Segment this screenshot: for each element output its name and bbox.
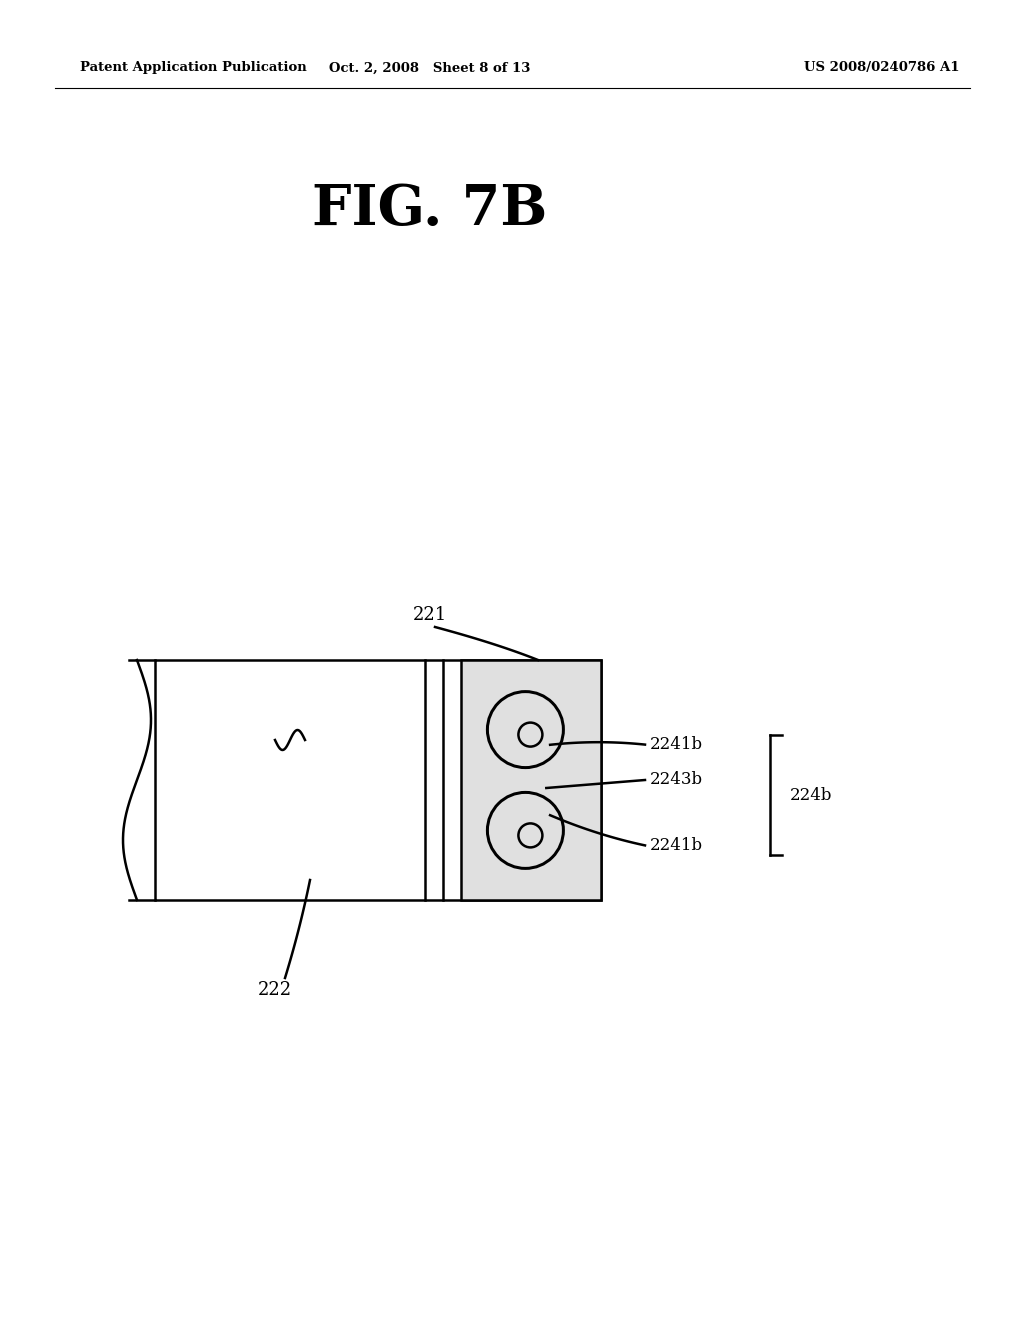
Bar	[461, 660, 601, 900]
Text: 2243b: 2243b	[650, 771, 703, 788]
Text: Patent Application Publication: Patent Application Publication	[80, 62, 307, 74]
Text: 221: 221	[413, 606, 447, 624]
Text: 224b: 224b	[790, 787, 833, 804]
Text: 222: 222	[258, 981, 292, 999]
Text: Oct. 2, 2008   Sheet 8 of 13: Oct. 2, 2008 Sheet 8 of 13	[330, 62, 530, 74]
Bar	[155, 660, 601, 900]
Text: 2241b: 2241b	[650, 737, 703, 754]
Text: 2241b: 2241b	[650, 837, 703, 854]
Text: FIG. 7B: FIG. 7B	[312, 182, 548, 238]
Text: US 2008/0240786 A1: US 2008/0240786 A1	[805, 62, 961, 74]
